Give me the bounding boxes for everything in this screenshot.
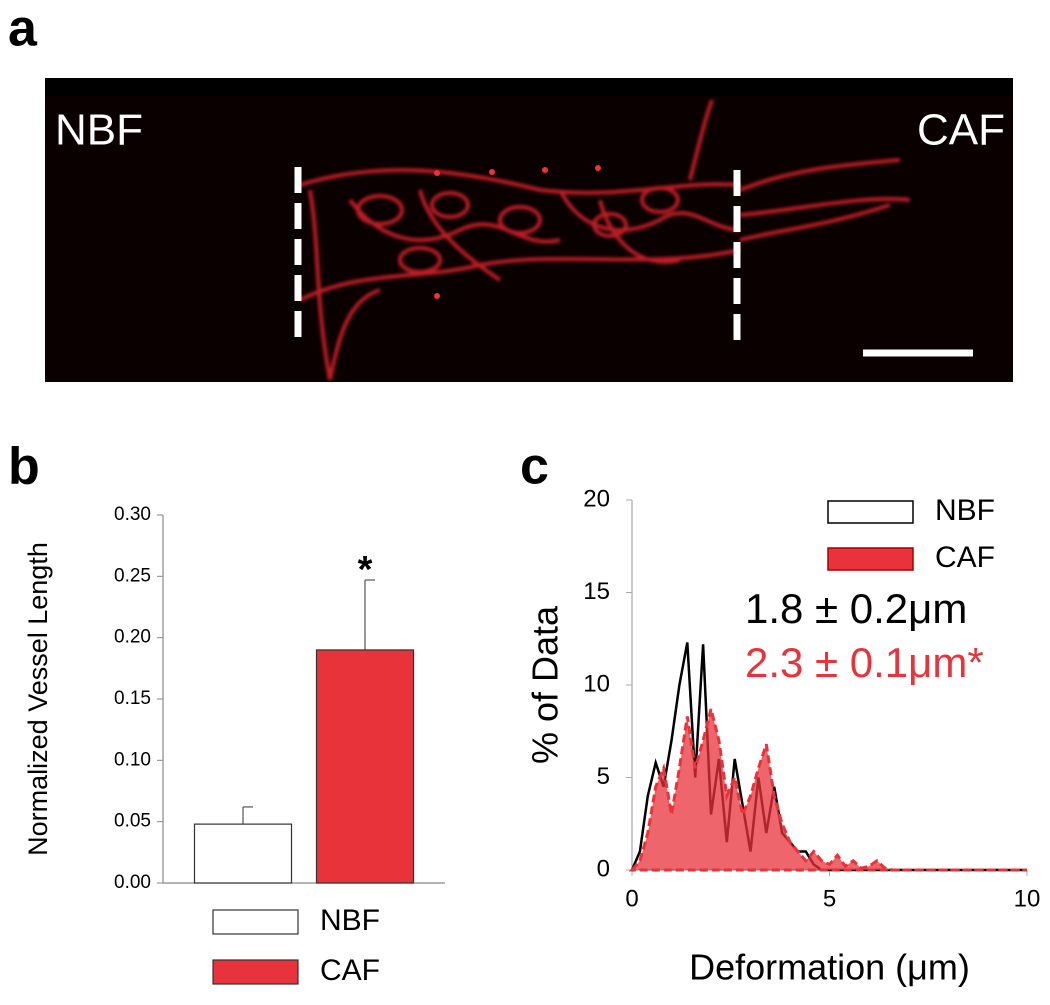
y-tick-label: 5 xyxy=(597,763,610,790)
y-tick-label: 10 xyxy=(583,670,610,697)
y-tick-label: 0.25 xyxy=(114,565,151,586)
bar xyxy=(315,649,415,884)
x-tick-label: 5 xyxy=(823,885,836,912)
y-axis-label: Normalized Vessel Length xyxy=(23,542,53,856)
y-tick-label: 0.20 xyxy=(114,627,151,648)
x-tick-label: 0 xyxy=(625,885,638,912)
y-axis-label: % of Data xyxy=(525,605,566,764)
annotation: 1.8 ± 0.2μm xyxy=(745,585,967,632)
y-tick-label: 15 xyxy=(583,578,610,605)
annotation: 2.3 ± 0.1μm* xyxy=(745,639,984,686)
legend-swatch xyxy=(827,547,914,571)
x-axis-label: Deformation (μm) xyxy=(689,947,970,988)
vessel-spots xyxy=(434,165,601,299)
y-tick-label: 0.30 xyxy=(114,504,151,525)
y-tick-label: 0.00 xyxy=(114,872,151,893)
legend-swatch xyxy=(827,500,914,524)
image-label: NBF xyxy=(55,106,143,155)
legend-swatch xyxy=(212,959,299,985)
legend-swatch xyxy=(212,909,299,935)
area xyxy=(628,708,1027,872)
y-tick-label: 0.05 xyxy=(114,811,151,832)
panel-label: c xyxy=(520,438,549,496)
panel-label: a xyxy=(8,0,38,58)
y-tick-label: 0.10 xyxy=(114,749,151,770)
legend-label: NBF xyxy=(935,494,995,527)
x-tick-label: 10 xyxy=(1014,885,1041,912)
y-tick-label: 20 xyxy=(583,485,610,512)
legend-label: CAF xyxy=(935,541,995,574)
panel-label: b xyxy=(8,438,40,496)
y-tick-label: 0.15 xyxy=(114,688,151,709)
y-tick-label: 0 xyxy=(597,855,610,882)
bar xyxy=(193,823,293,884)
legend-label: NBF xyxy=(320,904,380,937)
image-label: CAF xyxy=(917,106,1005,155)
significance-mark: * xyxy=(358,549,373,591)
micrograph xyxy=(45,78,1013,382)
legend-label: CAF xyxy=(320,954,380,987)
